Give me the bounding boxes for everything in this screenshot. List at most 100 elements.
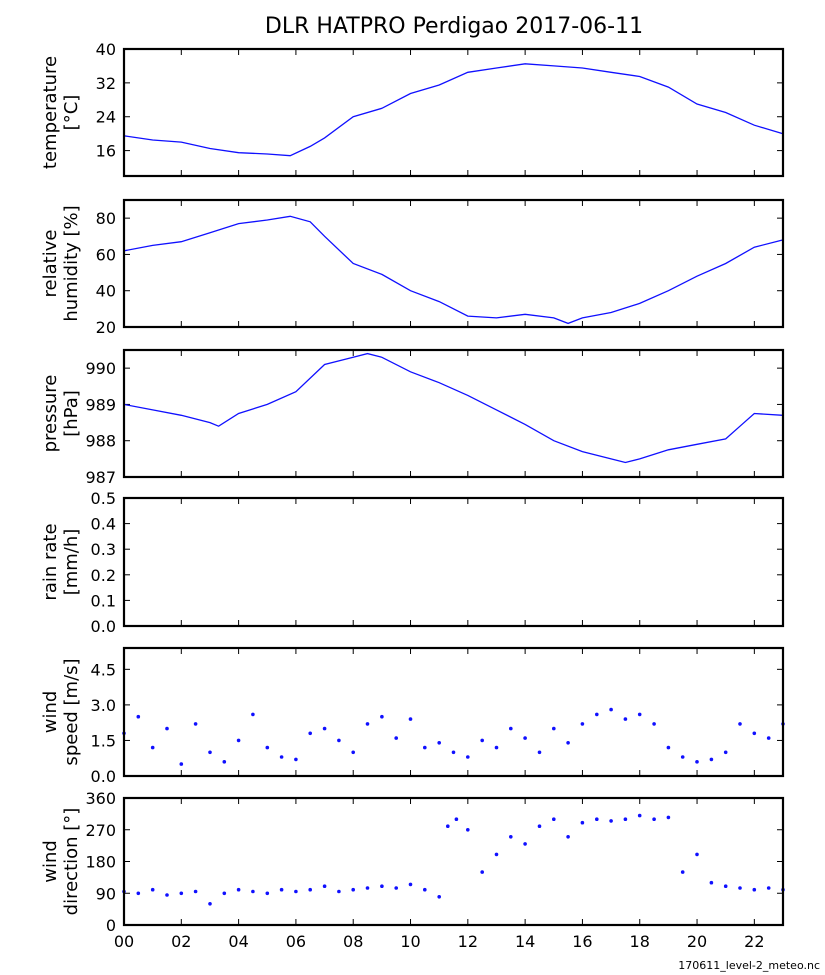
wind-speed-point [394, 736, 399, 740]
ylabel-line: direction [°] [61, 808, 82, 916]
wind-direction-point [337, 889, 341, 894]
wind-direction-point [165, 893, 169, 897]
wind-speed-point [380, 714, 384, 719]
wind-direction-point [208, 902, 212, 906]
wind-speed-point [136, 714, 141, 719]
wind-speed-point [652, 722, 656, 726]
y-tick-label: 0.5 [91, 489, 116, 508]
temperature-ylabel: temperature[°C] [40, 56, 82, 169]
wind-speed-point [322, 726, 327, 731]
wind-speed-point [494, 745, 499, 750]
wind-direction-point [695, 852, 699, 857]
wind-direction-point [637, 813, 642, 818]
panel-frame [122, 47, 785, 178]
wind-direction-point [652, 817, 656, 821]
y-tick-label: 32 [96, 74, 116, 93]
ylabel-line: wind [40, 840, 61, 883]
wind-direction-point [752, 887, 757, 892]
panel-frame [122, 646, 785, 778]
y-tick-label: 360 [85, 789, 116, 808]
wind-direction-point [408, 882, 413, 887]
y-tick-label: 1.5 [91, 731, 116, 750]
wind-speed-point [222, 760, 227, 764]
wind-direction-point [454, 817, 459, 821]
wind-speed-point [265, 745, 270, 750]
panel-rain-rate: 0.0 0.1 0.2 0.3 0.4 0.5 rain rate[mm/h] [40, 489, 785, 636]
wind-direction-point [365, 886, 370, 890]
wind-speed-point [308, 731, 313, 736]
wind-direction-ylabel: winddirection [°] [40, 808, 82, 916]
wind-speed-point [738, 722, 742, 726]
wind-direction-point [680, 870, 685, 874]
wind-speed-point [609, 707, 613, 712]
wind-speed-point [193, 722, 198, 726]
wind-direction-point [609, 819, 613, 823]
y-tick-label: 60 [96, 245, 116, 264]
wind-direction-point [723, 884, 728, 888]
wind-direction-point [580, 820, 585, 825]
y-tick-label: 16 [96, 142, 116, 161]
panels: 16 24 32 40 temperature[°C] 20 40 60 80 relativeh… [40, 40, 785, 951]
wind-speed-point [752, 731, 757, 736]
wind-direction-point [322, 884, 327, 888]
wind-direction-point [623, 817, 628, 821]
wind-direction-point [666, 815, 671, 820]
y-tick-label: 80 [96, 209, 116, 228]
y-tick-label: 180 [85, 853, 116, 872]
wind-speed-point [294, 757, 298, 762]
wind-speed-point [236, 738, 241, 743]
x-tick-label: 08 [343, 932, 363, 951]
wind-speed-point [423, 745, 427, 750]
x-tick-label: 10 [400, 932, 420, 951]
wind-speed-point [251, 712, 255, 717]
wind-direction-point [251, 889, 255, 894]
panel-frame [122, 796, 785, 927]
wind-direction-point [279, 887, 284, 892]
x-tick-label: 00 [114, 932, 134, 951]
wind-direction-point [179, 891, 184, 896]
wind-speed-point [179, 762, 184, 766]
wind-direction-point [136, 891, 141, 896]
wind-speed-point [537, 750, 542, 755]
ylabel-line: temperature [40, 56, 61, 169]
panel-frame [122, 348, 785, 479]
y-tick-label: 0.4 [91, 515, 116, 534]
wind-direction-point [308, 887, 313, 892]
wind-speed-point [337, 738, 341, 743]
panel-relative-humidity: 20 40 60 80 relativehumidity [%] [40, 198, 785, 337]
wind-speed-point [680, 755, 685, 759]
wind-direction-point [552, 817, 556, 821]
wind-speed-point [766, 736, 771, 740]
wind-direction-point [351, 887, 356, 892]
wind-speed-point [566, 741, 570, 745]
wind-speed-point [695, 760, 699, 764]
wind-speed-point [509, 726, 513, 731]
relative-humidity-line [123, 215, 784, 325]
wind-speed-point [466, 755, 470, 759]
wind-speed-point [637, 712, 642, 717]
y-tick-label: 20 [96, 318, 116, 337]
wind-direction-point [236, 887, 241, 892]
footer-filename: 170611_level-2_meteo.nc [678, 959, 820, 972]
wind-direction-point [595, 817, 599, 821]
wind-speed-point [365, 722, 370, 726]
y-tick-label: 989 [85, 395, 116, 414]
x-tick-label: 16 [572, 932, 592, 951]
panel-temperature: 16 24 32 40 temperature[°C] [40, 40, 785, 178]
wind-direction-point [150, 887, 155, 892]
wind-speed-point [709, 757, 714, 762]
ylabel-line: relative [40, 230, 61, 298]
wind-direction-point [738, 886, 742, 890]
wind-direction-point [423, 887, 427, 892]
x-tick-label: 18 [630, 932, 650, 951]
y-tick-label: 3.0 [91, 696, 116, 715]
panel-frame [122, 496, 785, 628]
x-tick-label: 14 [515, 932, 535, 951]
y-tick-label: 4.5 [91, 660, 116, 679]
wind-speed-point [623, 717, 628, 721]
wind-direction-point [294, 889, 298, 894]
wind-direction-point [193, 889, 198, 894]
